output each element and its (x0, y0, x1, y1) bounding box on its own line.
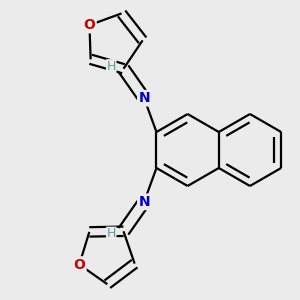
Text: H: H (106, 60, 116, 73)
Text: O: O (74, 258, 85, 272)
Text: O: O (83, 18, 95, 32)
Text: N: N (138, 91, 150, 105)
Text: H: H (106, 227, 116, 240)
Text: N: N (138, 195, 150, 209)
